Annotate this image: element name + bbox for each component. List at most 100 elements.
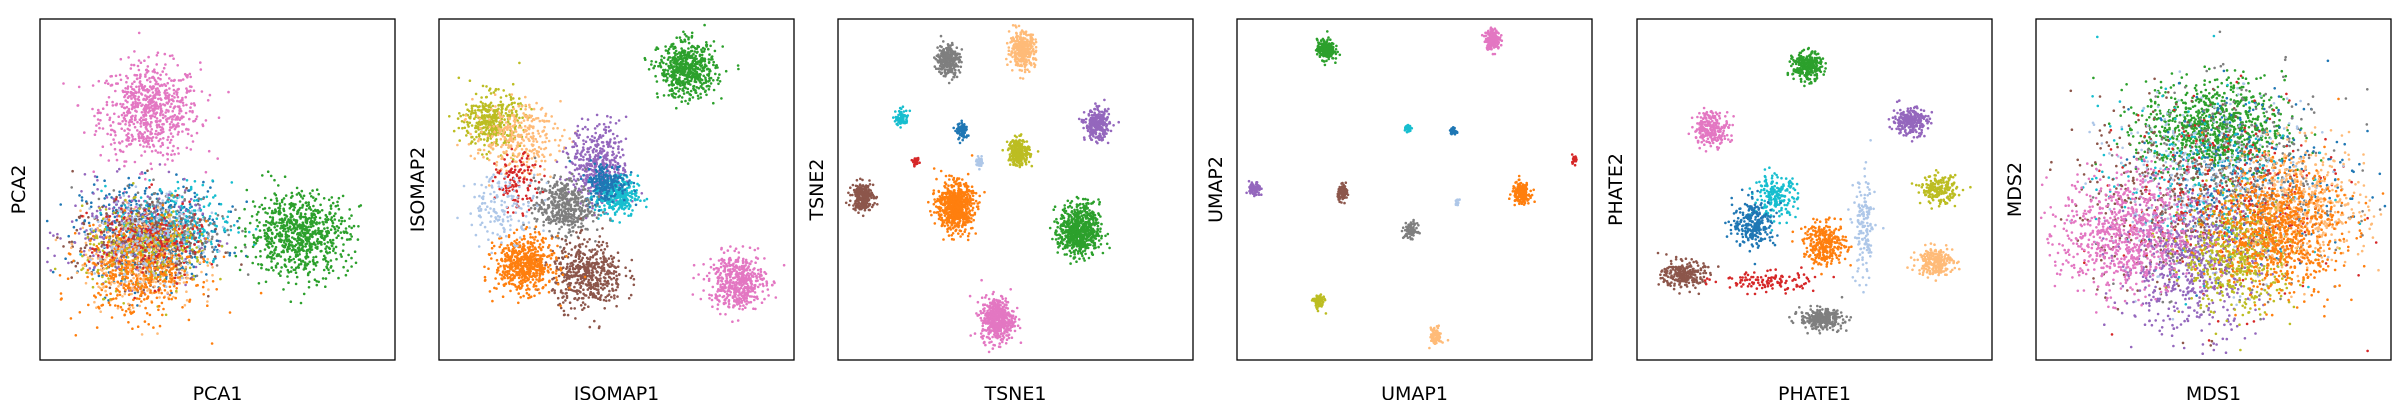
scatter-point bbox=[177, 106, 181, 109]
scatter-point bbox=[105, 253, 109, 256]
scatter-point bbox=[107, 299, 110, 302]
scatter-point bbox=[138, 81, 142, 84]
scatter-point bbox=[169, 115, 172, 119]
scatter-point bbox=[212, 257, 216, 261]
scatter-point bbox=[262, 224, 266, 227]
scatter-point bbox=[208, 93, 212, 97]
scatter-point bbox=[59, 203, 62, 206]
scatter-point bbox=[229, 228, 233, 232]
scatter-point bbox=[266, 170, 270, 173]
scatter-point bbox=[160, 258, 164, 262]
scatter-point bbox=[304, 212, 307, 216]
scatter-point bbox=[294, 248, 297, 252]
scatter-point bbox=[154, 149, 157, 152]
scatter-point bbox=[254, 227, 258, 231]
scatter-point bbox=[93, 300, 96, 304]
scatter-point bbox=[133, 296, 136, 300]
scatter-point bbox=[112, 254, 116, 257]
scatter-point bbox=[164, 273, 167, 277]
scatter-point bbox=[158, 119, 162, 123]
scatter-point bbox=[197, 240, 200, 243]
scatter-point bbox=[130, 199, 134, 202]
scatter-point bbox=[129, 67, 133, 70]
scatter-point bbox=[108, 192, 111, 196]
scatter-point bbox=[188, 85, 192, 88]
scatter-point bbox=[302, 292, 306, 296]
scatter-point bbox=[131, 82, 134, 85]
scatter-point bbox=[154, 132, 157, 136]
scatter-point bbox=[140, 83, 144, 87]
scatter-point bbox=[259, 236, 263, 239]
scatter-point bbox=[168, 285, 172, 289]
scatter-point bbox=[189, 106, 192, 109]
scatter-point bbox=[324, 277, 328, 280]
scatter-point bbox=[181, 130, 184, 133]
scatter-point bbox=[107, 218, 111, 222]
scatter-point bbox=[156, 268, 159, 271]
scatter-point bbox=[171, 194, 174, 197]
scatter-point bbox=[135, 278, 139, 282]
scatter-point bbox=[308, 270, 312, 274]
scatter-point bbox=[131, 267, 135, 271]
scatter-point bbox=[199, 240, 202, 243]
scatter-point bbox=[189, 75, 192, 79]
scatter-point bbox=[157, 139, 161, 143]
scatter-point bbox=[187, 232, 190, 236]
scatter-point bbox=[192, 217, 196, 220]
scatter-point bbox=[297, 235, 300, 239]
scatter-point bbox=[270, 236, 273, 240]
scatter-point bbox=[107, 159, 111, 162]
scatter-point bbox=[288, 207, 292, 210]
scatter-point bbox=[717, 82, 720, 86]
scatter-point bbox=[175, 93, 179, 96]
scatter-point bbox=[154, 93, 157, 97]
scatter-point bbox=[123, 249, 127, 252]
scatter-point bbox=[684, 99, 687, 103]
scatter-point bbox=[54, 238, 58, 242]
scatter-point bbox=[188, 203, 192, 206]
scatter-point bbox=[138, 273, 141, 277]
scatter-point bbox=[185, 87, 188, 90]
scatter-point bbox=[165, 118, 168, 121]
scatter-point bbox=[184, 111, 188, 115]
scatter-point bbox=[166, 198, 170, 201]
scatter-point bbox=[128, 128, 131, 132]
scatter-point bbox=[102, 245, 105, 249]
scatter-point bbox=[150, 139, 154, 142]
scatter-point bbox=[134, 254, 138, 257]
scatter-point bbox=[669, 61, 672, 64]
scatter-point bbox=[689, 89, 693, 93]
scatter-point bbox=[209, 186, 212, 189]
scatter-point bbox=[151, 234, 155, 238]
scatter-point bbox=[66, 277, 70, 281]
scatter-point bbox=[170, 153, 173, 156]
scatter-point bbox=[215, 264, 219, 267]
scatter-point bbox=[115, 102, 119, 106]
scatter-point bbox=[165, 242, 169, 245]
scatter-point bbox=[184, 250, 188, 253]
scatter-point bbox=[185, 236, 189, 239]
scatter-point bbox=[80, 190, 83, 193]
scatter-point bbox=[130, 292, 133, 296]
scatter-point bbox=[106, 82, 110, 85]
scatter-point bbox=[341, 249, 345, 252]
scatter-point bbox=[135, 77, 139, 81]
scatter-point bbox=[182, 123, 186, 126]
scatter-point bbox=[93, 272, 96, 275]
scatter-point bbox=[175, 199, 178, 203]
scatter-point bbox=[329, 207, 333, 210]
scatter-point bbox=[277, 272, 281, 275]
scatter-point bbox=[141, 271, 144, 274]
scatter-point bbox=[169, 126, 172, 129]
scatter-point bbox=[304, 201, 308, 205]
scatter-point bbox=[170, 120, 173, 124]
scatter-point bbox=[178, 227, 181, 231]
scatter-point bbox=[126, 76, 129, 80]
scatter-point bbox=[227, 210, 230, 213]
scatter-point bbox=[164, 264, 168, 268]
scatter-point bbox=[195, 246, 198, 249]
scatter-point bbox=[75, 271, 79, 274]
scatter-point bbox=[736, 64, 740, 67]
scatter-point bbox=[187, 220, 190, 223]
scatter-point bbox=[101, 236, 104, 239]
